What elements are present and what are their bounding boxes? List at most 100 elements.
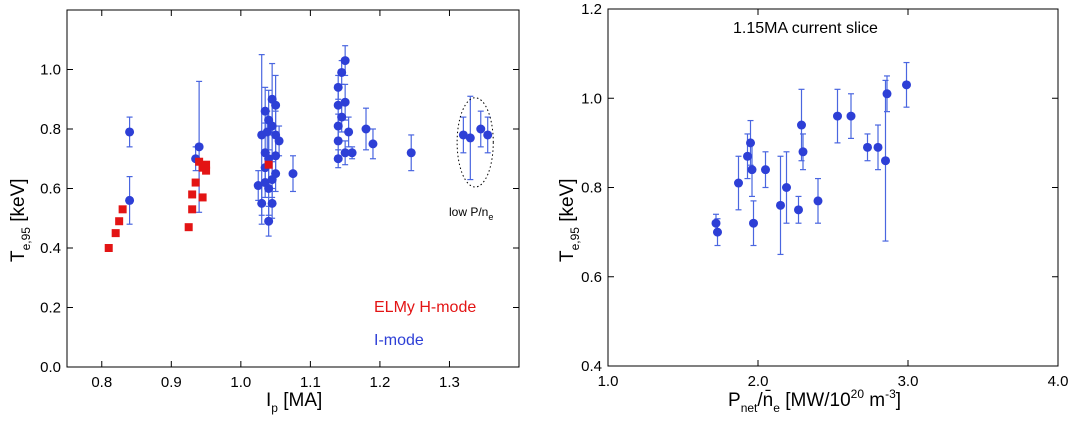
- i-mode-point: [264, 216, 274, 226]
- h-mode-point: [111, 229, 120, 238]
- i-mode-point: [264, 184, 274, 193]
- right-error-bars: [713, 61, 910, 256]
- i-mode-point: [274, 136, 284, 146]
- low-p-annotation: low P/ne: [449, 205, 493, 222]
- i-mode-point: [344, 127, 354, 137]
- i-mode-point: [406, 148, 416, 158]
- legend: ELMy H-mode I-mode: [374, 299, 476, 349]
- y-tick-label: 0.2: [40, 300, 61, 317]
- i-mode-point: [288, 169, 298, 179]
- i-mode-point: [833, 111, 842, 121]
- x-tick-label: 3.0: [898, 373, 919, 390]
- i-mode-point: [271, 100, 281, 110]
- i-mode-point: [337, 112, 347, 122]
- i-mode-point: [798, 147, 808, 157]
- i-mode-point: [340, 56, 350, 66]
- i-mode-point: [333, 82, 343, 92]
- i-mode-point: [125, 127, 135, 137]
- x-tick-label: 0.9: [161, 374, 182, 391]
- left-error-bars: [126, 45, 491, 237]
- y-tick-label: 0.4: [40, 240, 61, 257]
- x-tick-label: 1.0: [598, 373, 619, 390]
- x-tick-label: 1.3: [439, 374, 460, 391]
- x-tick-label: 0.8: [91, 374, 112, 391]
- x-tick-label: 1.1: [300, 374, 321, 391]
- y-tick-label: 1.0: [40, 62, 61, 79]
- i-mode-point: [271, 151, 281, 161]
- i-mode-point: [743, 151, 752, 161]
- i-mode-point: [267, 198, 277, 208]
- i-mode-point: [734, 178, 743, 188]
- h-mode-point: [115, 217, 124, 226]
- x-tick-label: 1.2: [369, 374, 390, 391]
- i-mode-point: [863, 142, 872, 152]
- i-mode-point: [483, 130, 493, 140]
- i-mode-point: [782, 183, 791, 192]
- i-mode-point: [337, 67, 347, 77]
- y-tick-label: 0.0: [40, 359, 61, 376]
- right-data-marks: [711, 80, 911, 237]
- left-ticks: 0.8 0.9 1.0 1.1 1.2 1.3 0.0 0.2 0.4 0.6 0.8 1.0: [40, 10, 519, 391]
- i-mode-point: [465, 133, 475, 143]
- h-mode-point: [195, 157, 204, 166]
- right-panel: 1.0 2.0 3.0 4.0 0.4 0.6 0.8 1.0 1.2 1.15MA curre…: [557, 1, 1068, 415]
- low-p-ellipse: [456, 97, 494, 188]
- h-mode-point: [264, 160, 273, 169]
- i-mode-point: [813, 196, 823, 206]
- h-mode-point: [202, 160, 211, 169]
- right-plot-frame: [607, 8, 1059, 367]
- h-mode-point: [184, 223, 193, 232]
- i-mode-point: [761, 165, 770, 175]
- i-mode-point: [846, 111, 856, 121]
- i-mode-point: [797, 120, 806, 130]
- x-tick-label: 1.0: [230, 374, 251, 391]
- i-mode-point: [776, 200, 785, 210]
- left-x-axis-label: Ip [MA]: [266, 390, 322, 415]
- i-mode-point: [747, 165, 757, 175]
- y-tick-label: 0.6: [581, 269, 602, 286]
- i-mode-point: [902, 80, 911, 90]
- i-mode-point: [881, 156, 890, 166]
- i-mode-point: [340, 97, 350, 107]
- h-mode-point: [198, 193, 207, 202]
- right-x-axis-label: Pnet/n̄e [MW/1020 m-3]: [728, 387, 901, 415]
- i-mode-point: [262, 127, 272, 137]
- i-mode-point: [368, 139, 378, 149]
- right-chart-title: 1.15MA current slice: [733, 20, 878, 37]
- legend-i-mode: I-mode: [374, 332, 424, 349]
- h-mode-point: [202, 166, 211, 175]
- i-mode-point: [873, 142, 883, 152]
- y-tick-label: 0.8: [581, 180, 602, 197]
- i-mode-point: [882, 89, 892, 99]
- i-mode-point: [713, 227, 722, 237]
- i-mode-point: [749, 218, 758, 228]
- x-tick-label: 4.0: [1048, 373, 1069, 390]
- i-mode-point: [476, 124, 486, 134]
- y-tick-label: 0.8: [40, 121, 61, 138]
- i-mode-point: [340, 148, 350, 158]
- i-mode-point: [271, 169, 281, 179]
- i-mode-point: [267, 121, 277, 131]
- x-tick-label: 2.0: [748, 373, 769, 390]
- right-ticks: 1.0 2.0 3.0 4.0 0.4 0.6 0.8 1.0 1.2: [581, 1, 1068, 390]
- i-mode-point: [125, 195, 135, 205]
- i-mode-point: [260, 106, 270, 116]
- i-mode-point: [347, 148, 357, 158]
- i-mode-point: [361, 124, 371, 134]
- i-mode-point: [711, 218, 721, 228]
- i-mode-point: [333, 154, 343, 164]
- right-y-axis-label: Te,95 [keV]: [557, 178, 582, 262]
- i-mode-point: [253, 181, 263, 191]
- i-mode-point: [194, 142, 204, 152]
- y-tick-label: 0.4: [581, 358, 602, 375]
- i-mode-point: [333, 121, 343, 131]
- left-annotation: low P/ne: [449, 97, 494, 222]
- h-mode-point: [191, 178, 200, 187]
- left-data-marks: [104, 56, 493, 252]
- i-mode-point: [333, 100, 343, 110]
- left-panel: 0.8 0.9 1.0 1.1 1.2 1.3 0.0 0.2 0.4 0.6 0.8 1.0 low…: [8, 9, 520, 415]
- legend-elmy-h-mode: ELMy H-mode: [374, 299, 476, 316]
- i-mode-point: [794, 205, 803, 215]
- y-tick-label: 0.6: [40, 181, 61, 198]
